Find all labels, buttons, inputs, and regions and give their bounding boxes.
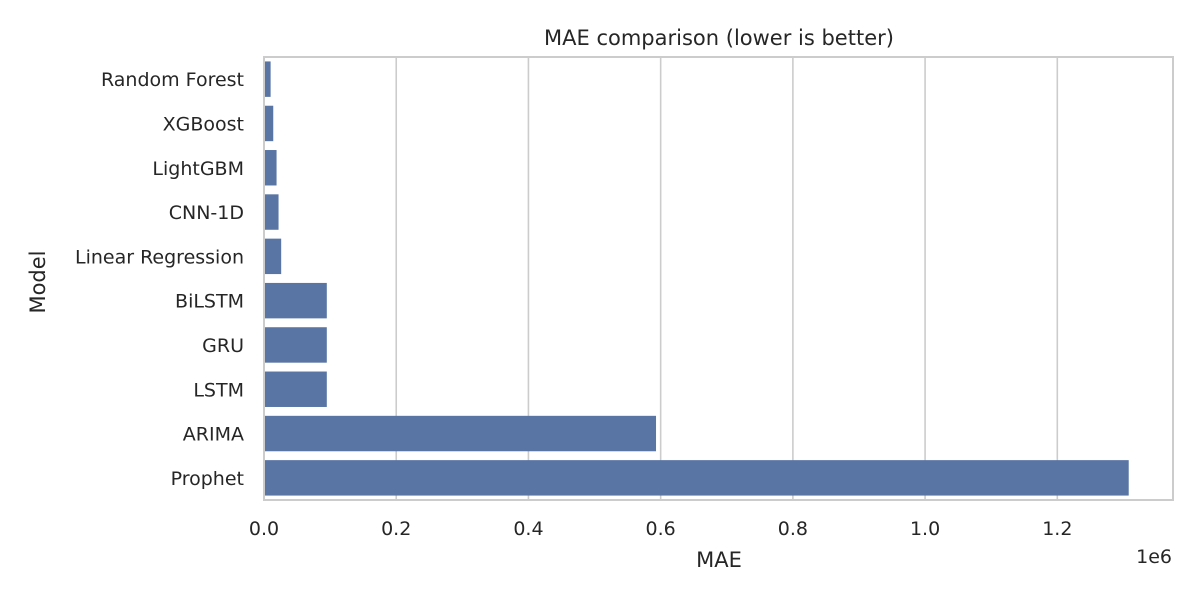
chart-title: MAE comparison (lower is better) xyxy=(544,26,894,50)
x-tick-label: 0.0 xyxy=(249,518,279,540)
x-tick-label: 1.0 xyxy=(910,518,940,540)
y-tick-label: BiLSTM xyxy=(175,291,244,313)
bar-lightgbm xyxy=(264,150,277,186)
y-tick-label: CNN-1D xyxy=(169,202,244,224)
y-tick-labels: Random Forest XGBoost LightGBM CNN-1D Linear… xyxy=(75,69,244,490)
y-tick-label: Prophet xyxy=(171,468,244,490)
y-tick-label: Random Forest xyxy=(101,69,244,91)
bar-prophet xyxy=(264,460,1129,496)
x-tick-label: 0.8 xyxy=(778,518,808,540)
bar-cnn-1d xyxy=(264,194,279,230)
bar-linear-regression xyxy=(264,238,282,275)
y-tick-label: LightGBM xyxy=(152,158,244,180)
bar-random-forest xyxy=(264,61,271,97)
y-axis-label: Model xyxy=(26,250,50,313)
grid-lines xyxy=(263,57,1059,500)
x-tick-label: 1.2 xyxy=(1042,518,1072,540)
bars xyxy=(264,61,1129,496)
bar-arima xyxy=(264,415,657,452)
x-tick-labels: 0.0 0.2 0.4 0.6 0.8 1.0 1.2 xyxy=(249,518,1073,540)
bar-xgboost xyxy=(264,105,274,142)
plot-frame xyxy=(263,56,1174,501)
y-tick-label: XGBoost xyxy=(163,113,244,135)
y-tick-label: LSTM xyxy=(193,379,244,401)
x-tick-label: 0.4 xyxy=(513,518,543,540)
x-axis-label: MAE xyxy=(696,548,742,572)
x-tick-label: 0.2 xyxy=(381,518,411,540)
y-tick-label: ARIMA xyxy=(183,424,244,446)
x-tick-label: 0.6 xyxy=(646,518,676,540)
y-tick-label: Linear Regression xyxy=(75,246,244,268)
bar-lstm xyxy=(264,371,327,407)
y-tick-label: GRU xyxy=(202,335,244,357)
bar-gru xyxy=(264,327,327,363)
bar-bilstm xyxy=(264,282,327,319)
x-axis-offset-label: 1e6 xyxy=(1136,546,1172,568)
